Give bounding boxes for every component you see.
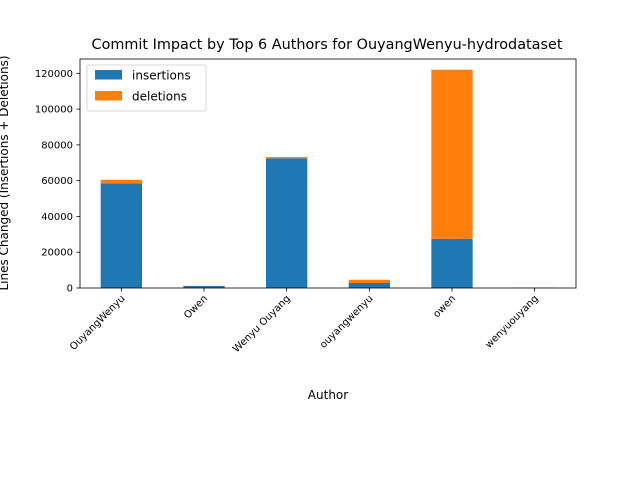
y-tick-label: 60000	[41, 176, 73, 187]
bar-insertions-0	[100, 183, 142, 288]
chart-title: Commit Impact by Top 6 Authors for Ouyan…	[92, 37, 563, 53]
legend-label-insertions: insertions	[132, 69, 191, 83]
y-tick-label: 0	[67, 284, 73, 295]
bar-insertions-1	[183, 286, 225, 288]
bar-deletions-4	[431, 69, 473, 239]
y-axis: 0 20000 40000 60000 80000 100000 120000	[35, 69, 80, 295]
legend: insertions deletions	[86, 64, 207, 112]
legend-swatch-insertions	[95, 70, 122, 80]
x-axis-label: Author	[308, 388, 348, 402]
y-tick-label: 100000	[35, 105, 73, 116]
bar-insertions-2	[266, 158, 308, 288]
x-tick-label: ouyangwenyu	[318, 293, 375, 350]
bar-deletions-0	[100, 179, 142, 184]
y-tick-label: 20000	[41, 248, 73, 259]
legend-swatch-deletions	[95, 91, 122, 101]
y-axis-label: Lines Changed (Insertions + Deletions)	[0, 55, 11, 290]
y-tick-label: 80000	[41, 140, 73, 151]
x-tick-label: Owen	[182, 293, 210, 321]
legend-label-deletions: deletions	[132, 90, 187, 104]
bar-deletions-3	[348, 279, 390, 283]
plot-frame	[79, 58, 577, 289]
bar-deletions-2	[266, 157, 308, 159]
y-tick-label: 120000	[35, 69, 73, 80]
x-tick-label: owen	[431, 293, 458, 320]
bar-insertions-4	[431, 238, 473, 288]
bar-insertions-3	[348, 282, 390, 288]
x-tick-label: wenyuouyang	[483, 293, 540, 350]
y-tick-label: 40000	[41, 212, 73, 223]
x-tick-label: OuyangWenyu	[68, 293, 127, 352]
bars	[100, 69, 556, 288]
x-axis: OuyangWenyu Owen Wenyu Ouyang ouyangwenyu ow…	[68, 288, 541, 355]
x-tick-label: Wenyu Ouyang	[231, 293, 293, 355]
